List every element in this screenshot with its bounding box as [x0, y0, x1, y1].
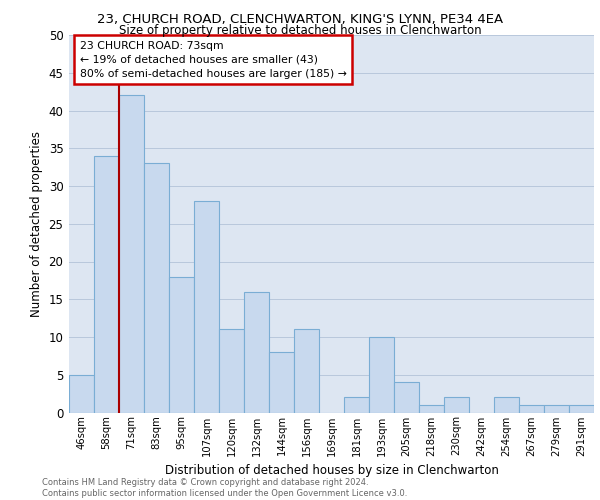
Bar: [94, 156, 119, 412]
Y-axis label: Number of detached properties: Number of detached properties: [30, 130, 43, 317]
Bar: [144, 164, 169, 412]
Bar: [269, 352, 294, 412]
Bar: [219, 330, 244, 412]
Bar: [569, 405, 594, 412]
Text: 23, CHURCH ROAD, CLENCHWARTON, KING'S LYNN, PE34 4EA: 23, CHURCH ROAD, CLENCHWARTON, KING'S LY…: [97, 12, 503, 26]
Bar: [119, 96, 144, 412]
Bar: [69, 375, 94, 412]
Bar: [544, 405, 569, 412]
Bar: [244, 292, 269, 412]
Text: 23 CHURCH ROAD: 73sqm
← 19% of detached houses are smaller (43)
80% of semi-deta: 23 CHURCH ROAD: 73sqm ← 19% of detached …: [79, 40, 346, 78]
X-axis label: Distribution of detached houses by size in Clenchwarton: Distribution of detached houses by size …: [164, 464, 499, 477]
Bar: [294, 330, 319, 412]
Bar: [494, 398, 519, 412]
Bar: [369, 337, 394, 412]
Bar: [419, 405, 444, 412]
Bar: [194, 201, 219, 412]
Bar: [169, 276, 194, 412]
Text: Size of property relative to detached houses in Clenchwarton: Size of property relative to detached ho…: [119, 24, 481, 37]
Bar: [344, 398, 369, 412]
Bar: [519, 405, 544, 412]
Bar: [394, 382, 419, 412]
Bar: [444, 398, 469, 412]
Text: Contains HM Land Registry data © Crown copyright and database right 2024.
Contai: Contains HM Land Registry data © Crown c…: [42, 478, 407, 498]
